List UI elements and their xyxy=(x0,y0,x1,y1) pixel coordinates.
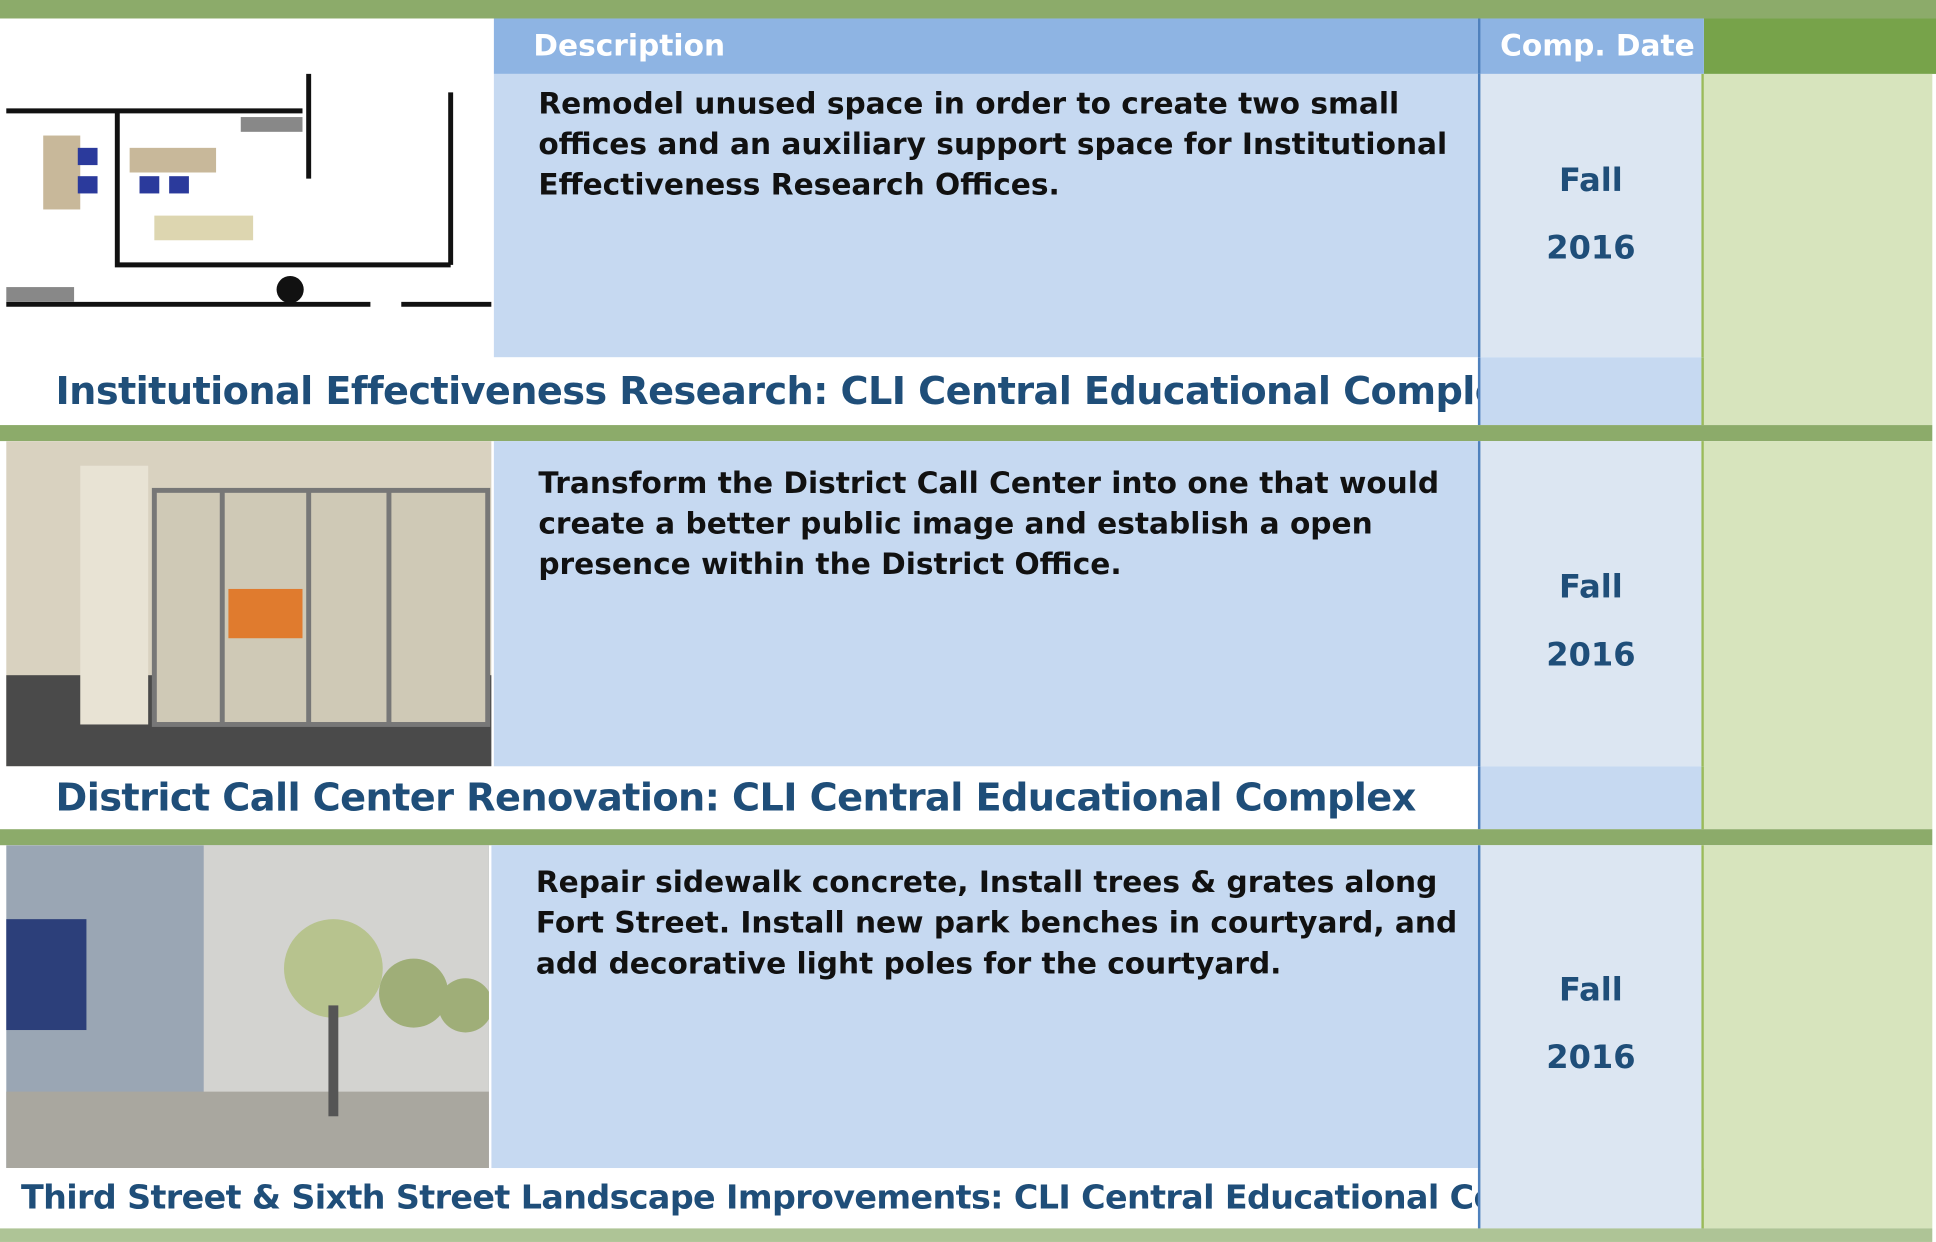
completion-date: Fall 2016 xyxy=(1477,441,1704,767)
date-year: 2016 xyxy=(1546,230,1636,268)
project-title: Institutional Effectiveness Research: CL… xyxy=(6,357,1525,426)
green-cell xyxy=(1703,441,1933,830)
call-center-image xyxy=(6,441,492,767)
separator xyxy=(0,1228,1933,1242)
date-year: 2016 xyxy=(1546,1039,1636,1077)
project-title: District Call Center Renovation: CLI Cen… xyxy=(6,766,1478,830)
date-season: Fall xyxy=(1559,162,1623,200)
description: Transform the District Call Center into … xyxy=(493,441,1478,767)
top-bar xyxy=(0,0,1936,19)
date-season: Fall xyxy=(1559,972,1623,1010)
title-strip xyxy=(1477,1168,1704,1229)
landscape-image xyxy=(6,845,489,1169)
description-header: Description xyxy=(493,18,1478,74)
floor-plan-image xyxy=(6,18,492,358)
green-cell xyxy=(1703,845,1933,1229)
date-year: 2016 xyxy=(1546,636,1636,674)
title-strip xyxy=(1477,357,1704,426)
separator xyxy=(0,425,1933,442)
date-header: Comp. Date xyxy=(1477,18,1704,74)
separator xyxy=(0,829,1933,846)
description: Remodel unused space in order to create … xyxy=(493,73,1478,358)
header-extra xyxy=(1703,18,1936,74)
completion-date: Fall 2016 xyxy=(1477,845,1704,1169)
date-season: Fall xyxy=(1559,569,1623,607)
description: Repair sidewalk concrete, Install trees … xyxy=(491,845,1478,1169)
project-title: Third Street & Sixth Street Landscape Im… xyxy=(6,1168,1607,1229)
completion-date: Fall 2016 xyxy=(1477,73,1704,358)
green-cell xyxy=(1703,73,1933,426)
title-strip xyxy=(1477,766,1704,830)
